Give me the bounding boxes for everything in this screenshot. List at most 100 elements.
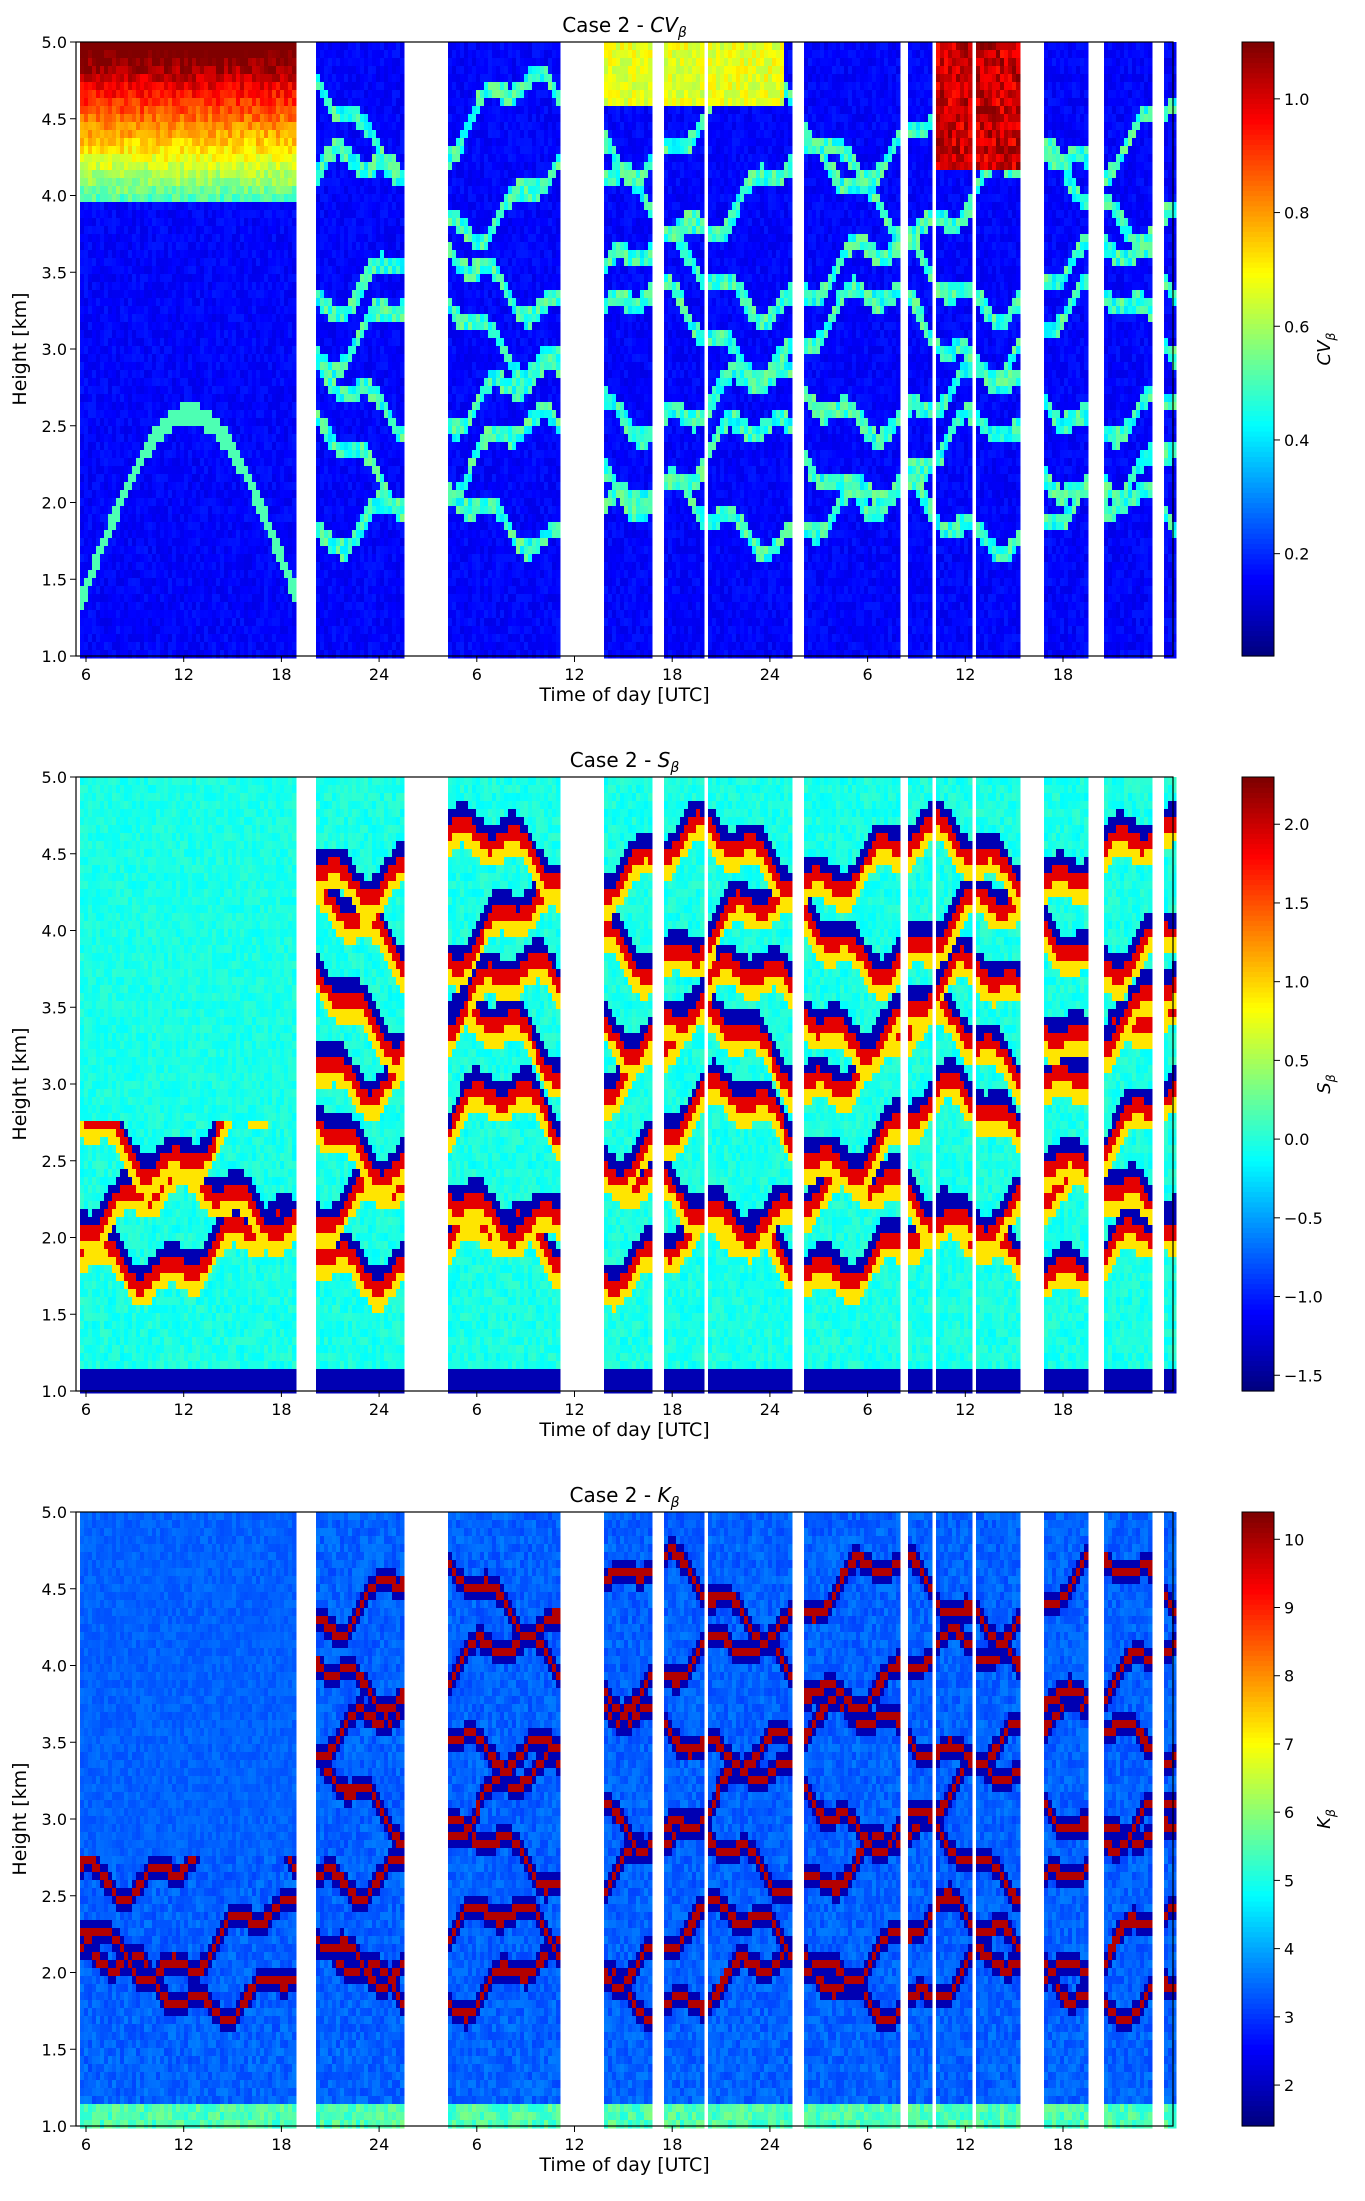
heatmap-cell (208, 498, 213, 507)
heatmap-cell (316, 146, 321, 155)
heatmap-cell (192, 210, 197, 219)
heatmap-cell (152, 418, 157, 427)
heatmap-cell (156, 650, 161, 659)
heatmap-cell (192, 586, 197, 595)
heatmap-cell (116, 578, 121, 587)
heatmap-cell (244, 298, 249, 307)
heatmap-cell (320, 546, 325, 555)
heatmap-cell (80, 218, 85, 227)
heatmap-cell (88, 602, 93, 611)
heatmap-cell (188, 522, 193, 531)
heatmap-cell (316, 410, 321, 419)
heatmap-cell (212, 234, 217, 243)
heatmap-cell (108, 466, 113, 475)
heatmap-cell (352, 626, 357, 635)
heatmap-cell (184, 410, 189, 419)
heatmap-cell (236, 314, 241, 323)
heatmap-cell (256, 314, 261, 323)
heatmap-cell (332, 186, 337, 195)
heatmap-cell (88, 170, 93, 179)
heatmap-cell (160, 394, 165, 403)
heatmap-cell (240, 546, 245, 555)
heatmap-cell (124, 610, 129, 619)
heatmap-cell (88, 490, 93, 499)
heatmap-cell (272, 266, 277, 275)
heatmap-cell (272, 498, 277, 507)
heatmap-cell (216, 442, 221, 451)
heatmap-cell (160, 482, 165, 491)
heatmap-cell (328, 58, 333, 67)
heatmap-cell (260, 594, 265, 603)
heatmap-cell (208, 578, 213, 587)
heatmap-cell (200, 154, 205, 163)
heatmap-cell (164, 162, 169, 171)
heatmap-cell (96, 66, 101, 75)
heatmap-cell (212, 434, 217, 443)
heatmap-cell (164, 602, 169, 611)
heatmap-cell (316, 570, 321, 579)
heatmap-cell (124, 554, 129, 563)
heatmap-cell (196, 362, 201, 371)
heatmap-cell (272, 538, 277, 547)
heatmap-cell (188, 362, 193, 371)
heatmap-cell (168, 58, 173, 67)
heatmap-cell (324, 650, 329, 659)
heatmap-cell (168, 442, 173, 451)
heatmap-cell (224, 306, 229, 315)
heatmap-cell (212, 202, 217, 211)
heatmap-cell (180, 234, 185, 243)
heatmap-cell (232, 586, 237, 595)
heatmap-cell (124, 354, 129, 363)
heatmap-cell (244, 522, 249, 531)
heatmap-cell (276, 514, 281, 523)
heatmap-cell (220, 66, 225, 75)
heatmap-cell (96, 490, 101, 499)
heatmap-cell (100, 370, 105, 379)
heatmap-cell (264, 394, 269, 403)
heatmap-cell (136, 130, 141, 139)
heatmap-cell (152, 466, 157, 475)
heatmap-cell (92, 258, 97, 267)
heatmap-cell (212, 66, 217, 75)
heatmap-cell (284, 146, 289, 155)
heatmap-cell (84, 122, 89, 131)
heatmap-cell (268, 74, 273, 83)
heatmap-cell (264, 466, 269, 475)
heatmap-cell (288, 362, 293, 371)
heatmap-cell (204, 434, 209, 443)
heatmap-cell (124, 210, 129, 219)
heatmap-cell (256, 306, 261, 315)
heatmap-cell (136, 394, 141, 403)
heatmap-cell (352, 298, 357, 307)
heatmap-cell (228, 650, 233, 659)
heatmap-cell (100, 146, 105, 155)
heatmap-cell (184, 306, 189, 315)
heatmap-cell (244, 434, 249, 443)
heatmap-cell (128, 242, 133, 251)
heatmap-cell (324, 370, 329, 379)
heatmap-cell (248, 186, 253, 195)
heatmap-cell (320, 298, 325, 307)
heatmap-cell (160, 194, 165, 203)
heatmap-cell (260, 458, 265, 467)
heatmap-cell (180, 586, 185, 595)
heatmap-cell (84, 610, 89, 619)
heatmap-cell (112, 282, 117, 291)
heatmap-cell (340, 274, 345, 283)
heatmap-cell (260, 138, 265, 147)
heatmap-cell (168, 82, 173, 91)
heatmap-cell (252, 498, 257, 507)
heatmap-cell (200, 570, 205, 579)
heatmap-cell (316, 506, 321, 515)
heatmap-cell (216, 234, 221, 243)
heatmap-cell (100, 154, 105, 163)
heatmap-cell (264, 594, 269, 603)
heatmap-cell (224, 490, 229, 499)
heatmap-cell (180, 426, 185, 435)
heatmap-cell (288, 650, 293, 659)
heatmap-cell (224, 434, 229, 443)
heatmap-cell (84, 106, 89, 115)
heatmap-cell (280, 498, 285, 507)
heatmap-cell (200, 210, 205, 219)
heatmap-cell (228, 154, 233, 163)
